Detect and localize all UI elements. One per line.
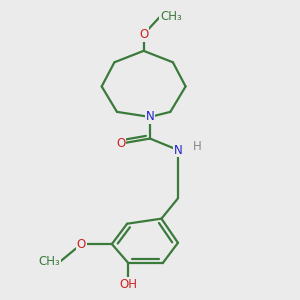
Text: H: H (193, 140, 201, 153)
Text: O: O (139, 28, 148, 41)
Text: CH₃: CH₃ (38, 255, 60, 268)
Text: N: N (174, 143, 182, 157)
Text: N: N (146, 110, 154, 123)
Text: O: O (116, 137, 125, 150)
Text: O: O (77, 238, 86, 250)
Text: CH₃: CH₃ (160, 10, 182, 23)
Text: OH: OH (119, 278, 137, 291)
